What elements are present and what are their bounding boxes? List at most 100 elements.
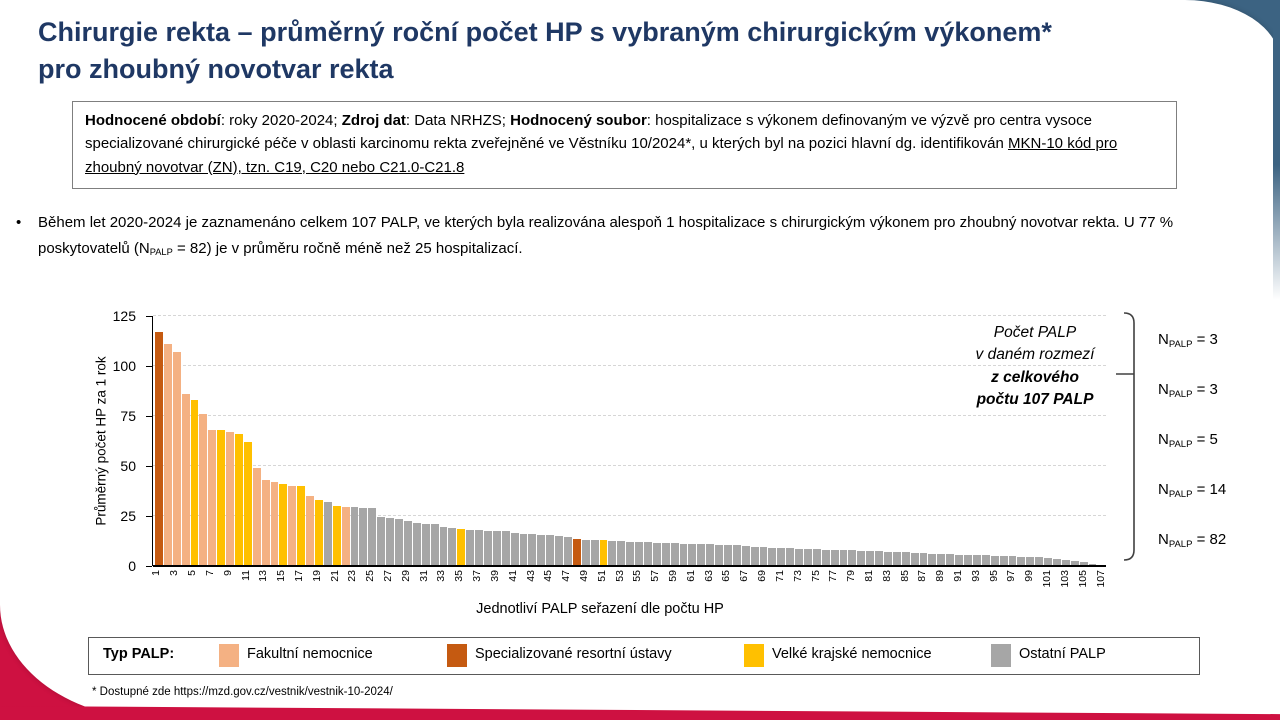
summary-bullet: • Během let 2020-2024 je zaznamenáno cel…: [16, 210, 1196, 261]
bar-palp-10: [235, 434, 243, 566]
legend-label-3: Velké krajské nemocnice: [772, 646, 932, 662]
gridline: [153, 415, 1106, 416]
bar-palp-70: [768, 547, 777, 566]
x-tick-label: 55: [631, 570, 644, 582]
summary-bullet-text: Během let 2020-2024 je zaznamenáno celke…: [38, 214, 1174, 257]
bar-palp-36: [466, 530, 475, 566]
legend-swatch-4: [991, 644, 1011, 667]
bullet-marker: •: [16, 214, 22, 231]
y-tick-mark: [146, 366, 152, 367]
bar-palp-80: [857, 550, 866, 566]
x-tick-label: 39: [488, 570, 501, 582]
bar-palp-15: [279, 484, 288, 566]
x-tick-label: 101: [1041, 570, 1054, 588]
bar-palp-14: [270, 482, 279, 566]
bar-palp-31: [421, 524, 430, 566]
bar-palp-96: [999, 556, 1008, 566]
bar-palp-86: [910, 553, 919, 566]
x-tick-label: 13: [257, 570, 270, 582]
bar-palp-17: [297, 486, 306, 566]
x-tick-label: 11: [239, 570, 252, 581]
n-palp-label-5: NPALP = 82: [1158, 531, 1227, 550]
bar-palp-42: [519, 534, 528, 566]
bar-palp-67: [741, 545, 750, 566]
bar-palp-53: [617, 541, 626, 566]
bar-palp-72: [786, 548, 795, 566]
x-tick-label: 93: [969, 570, 982, 582]
bar-palp-95: [990, 555, 999, 566]
x-tick-label: 19: [310, 570, 323, 582]
bar-palp-16: [288, 486, 297, 566]
legend-title: Typ PALP:: [103, 646, 175, 662]
bar-palp-45: [546, 535, 555, 566]
annotation-line-2: v daném rozmezí: [975, 346, 1095, 364]
bar-palp-63: [706, 544, 715, 566]
x-tick-label: 75: [809, 570, 822, 582]
bar-palp-106: [1088, 563, 1097, 566]
n-palp-label-2: NPALP = 3: [1158, 381, 1218, 400]
x-tick-label: 37: [471, 570, 484, 582]
bar-palp-18: [306, 496, 315, 566]
bar-palp-32: [430, 524, 439, 566]
bar-palp-51: [599, 540, 608, 566]
bar-palp-13: [261, 480, 270, 566]
bar-palp-44: [537, 534, 546, 566]
x-tick-label: 105: [1076, 570, 1089, 588]
annotation-line-1: Počet PALP: [993, 324, 1077, 341]
n-palp-label-3: NPALP = 5: [1158, 431, 1218, 450]
footnote-source-link: * Dostupné zde https://mzd.gov.cz/vestni…: [92, 686, 393, 698]
x-tick-label: 53: [613, 570, 626, 582]
bar-palp-9: [226, 432, 235, 566]
x-tick-label: 107: [1094, 570, 1107, 588]
y-tick-mark: [146, 466, 152, 467]
x-tick-label: 45: [542, 570, 555, 582]
bar-palp-8: [217, 430, 226, 566]
x-tick-label: 63: [702, 570, 715, 582]
x-tick-label: 7: [203, 570, 216, 576]
x-tick-label: 103: [1058, 570, 1071, 588]
x-tick-label: 51: [595, 570, 608, 582]
x-tick-label: 33: [435, 570, 448, 582]
right-edge-blue-strip: [1273, 0, 1280, 300]
x-axis-line: [153, 565, 1106, 567]
bar-palp-74: [804, 548, 812, 566]
page-title-line1: Chirurgie rekta – průměrný roční počet H…: [38, 17, 1052, 47]
legend-label-2: Specializované resortní ústavy: [475, 646, 672, 662]
x-tick-label: 97: [1005, 570, 1018, 582]
bar-palp-62: [697, 544, 706, 566]
x-tick-label: 85: [898, 570, 911, 582]
bar-palp-83: [884, 551, 892, 566]
x-tick-label: 21: [328, 570, 341, 582]
y-tick-label: 100: [112, 358, 136, 374]
bar-palp-49: [581, 540, 590, 566]
bar-palp-57: [652, 542, 661, 566]
bar-palp-68: [750, 547, 759, 566]
bar-palp-12: [252, 468, 261, 566]
n-palp-label-4: NPALP = 14: [1158, 481, 1227, 500]
x-tick-label: 59: [667, 570, 680, 582]
bar-chart-plot-area: [152, 315, 1106, 567]
y-tick-mark: [146, 316, 152, 317]
y-tick-label: 25: [120, 508, 136, 524]
x-tick-label: 29: [399, 570, 412, 582]
bar-palp-19: [315, 500, 323, 566]
bar-palp-5: [190, 400, 199, 566]
bar-palp-39: [492, 531, 501, 566]
bar-palp-73: [795, 548, 804, 566]
bar-palp-6: [199, 414, 208, 566]
bar-palp-54: [626, 541, 635, 566]
x-tick-label: 87: [916, 570, 929, 582]
bar-palp-37: [475, 530, 483, 566]
legend-swatch-3: [744, 644, 764, 667]
y-tick-mark: [146, 416, 152, 417]
bar-palp-28: [395, 519, 403, 566]
x-tick-label: 1: [150, 570, 163, 576]
bar-palp-105: [1079, 562, 1088, 566]
bar-palp-43: [528, 534, 537, 566]
bar-palp-88: [928, 553, 937, 566]
bar-palp-41: [510, 533, 519, 566]
bar-palp-40: [501, 531, 510, 566]
bar-palp-76: [821, 549, 830, 566]
x-axis-tick-labels: 1 3 5 7 9 11 13 15 17 19 21 23 25 27 29 31 33 35 37 39 41 43 4…: [150, 570, 1107, 600]
bar-palp-35: [457, 529, 466, 566]
